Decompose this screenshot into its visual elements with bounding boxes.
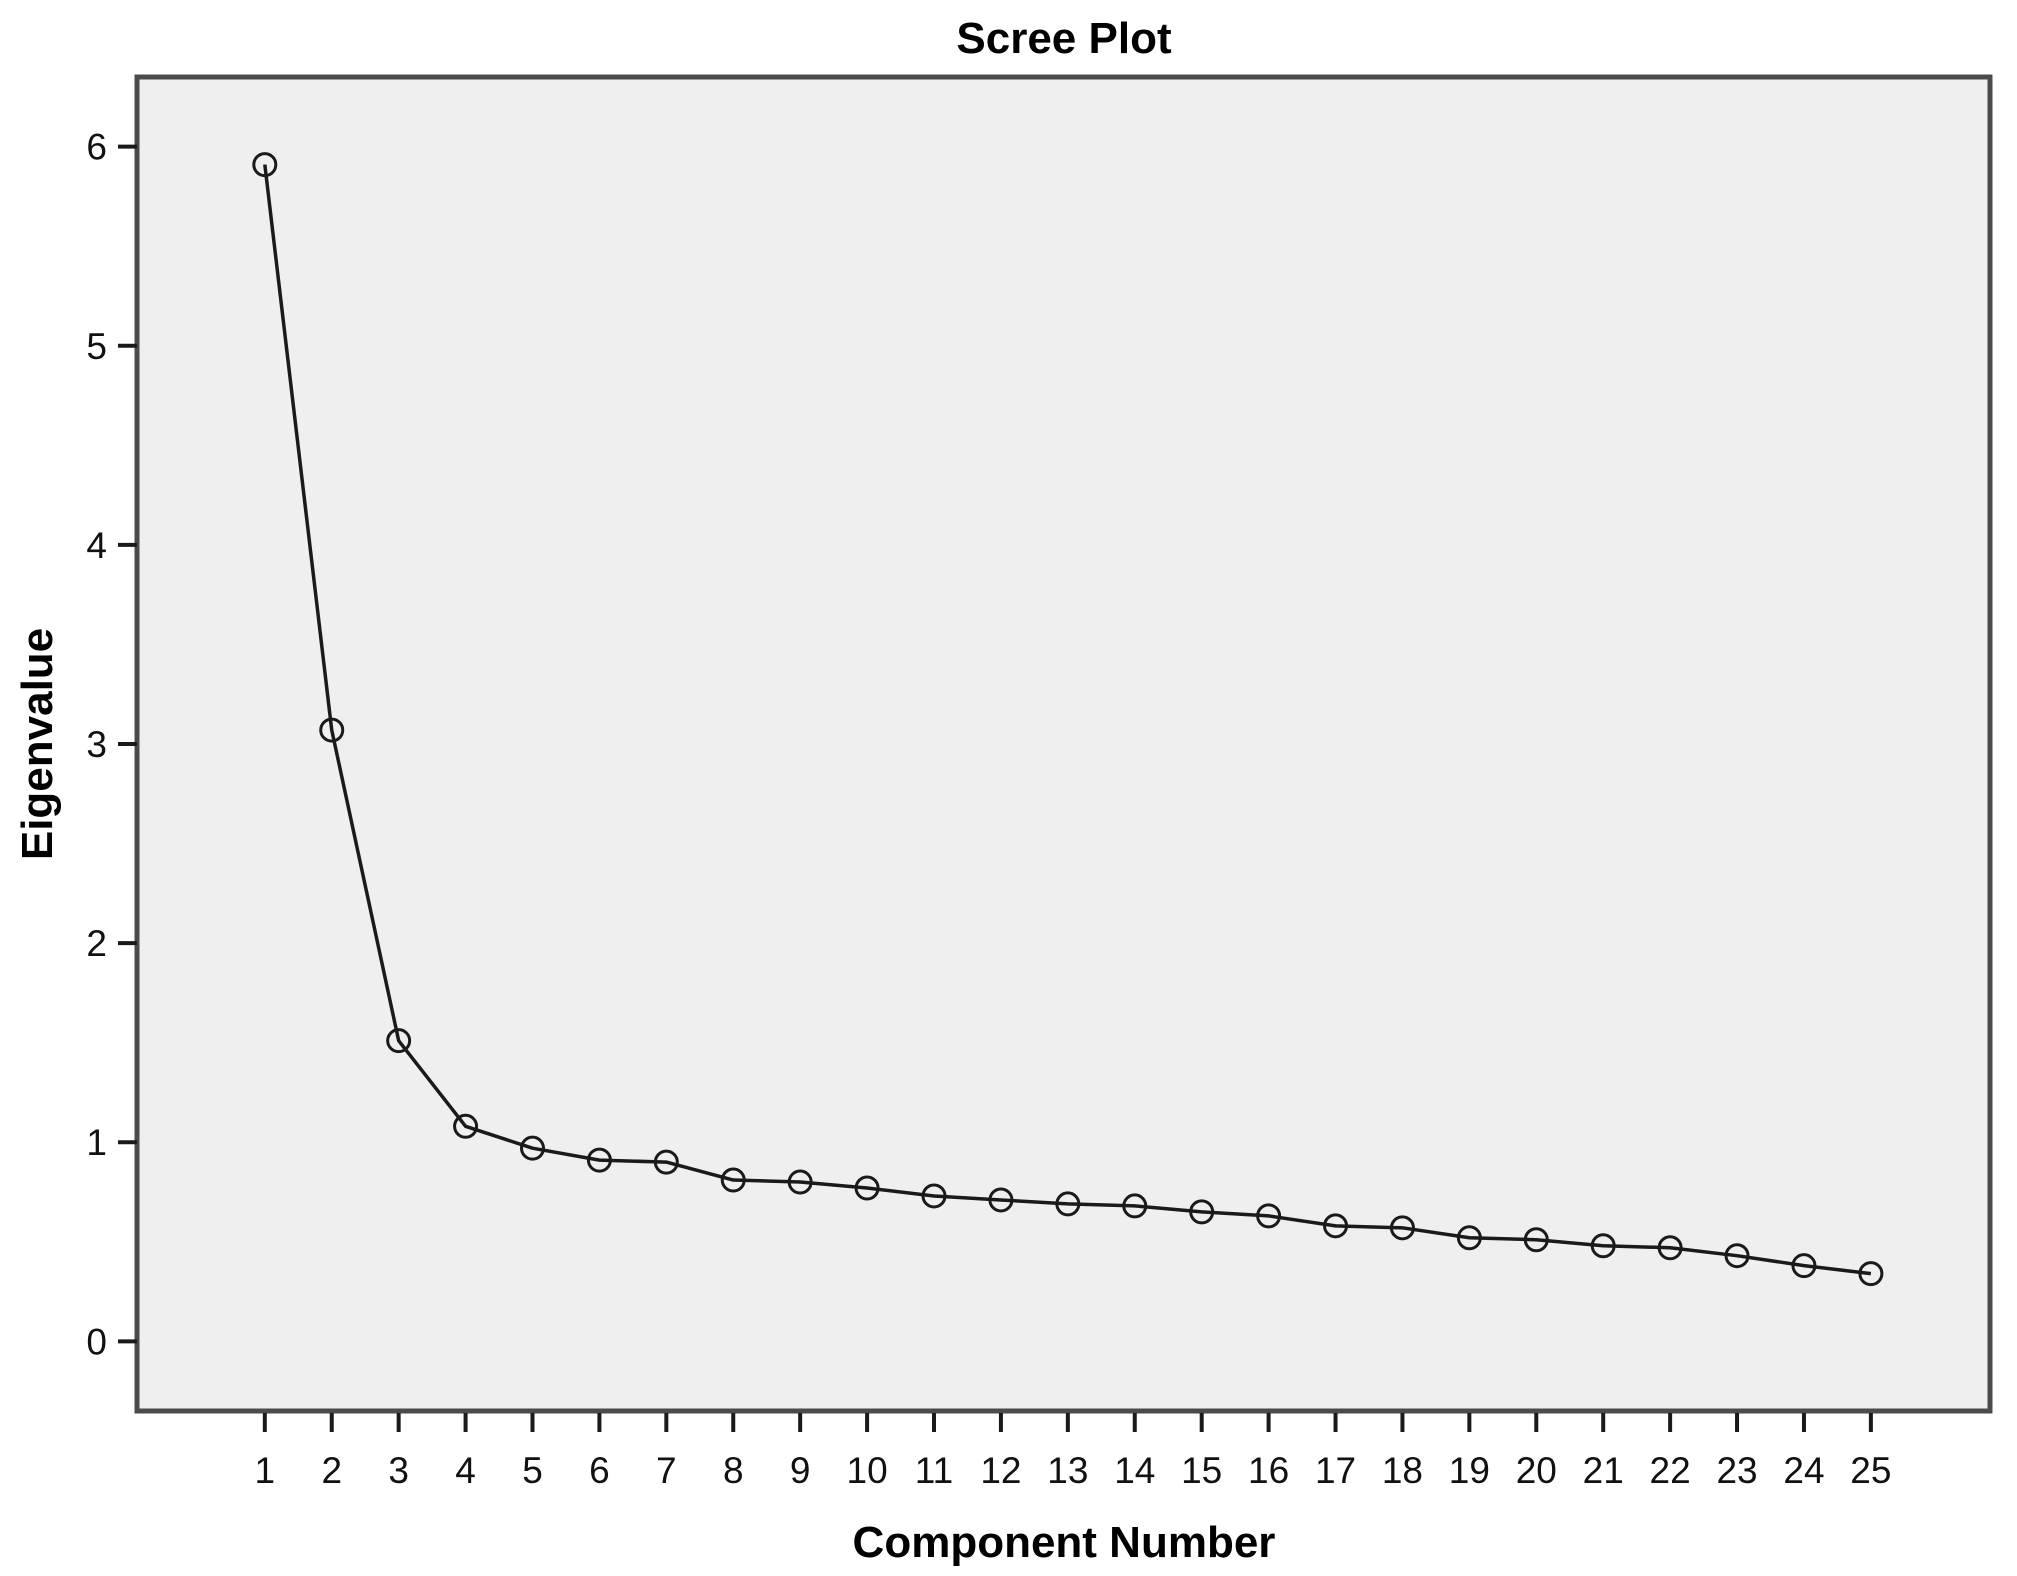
- x-tick-label: 8: [723, 1450, 744, 1491]
- data-point: [787, 1169, 813, 1195]
- x-tick-label: 13: [1047, 1450, 1088, 1491]
- x-tick-label: 20: [1516, 1450, 1557, 1491]
- x-tick-label: 25: [1850, 1450, 1891, 1491]
- data-point: [720, 1167, 746, 1193]
- data-point: [988, 1187, 1014, 1213]
- x-tick-label: 16: [1248, 1450, 1289, 1491]
- data-point: [386, 1028, 412, 1054]
- x-tick-label: 19: [1449, 1450, 1490, 1491]
- data-point: [319, 717, 345, 743]
- x-axis-ticks: 1 2 3 4 5 6 7 8 9 10 11 12 13 14 15 16 17 18 19 20 21 22 23 24 2…: [255, 1413, 1891, 1491]
- eigenvalue-series: [252, 152, 1884, 1287]
- y-axis-title: Eigenvalue: [13, 628, 62, 860]
- y-tick-label: 5: [86, 326, 107, 367]
- data-point: [252, 152, 278, 178]
- data-point: [854, 1175, 880, 1201]
- x-tick-label: 2: [321, 1450, 342, 1491]
- x-tick-label: 14: [1114, 1450, 1155, 1491]
- data-point: [653, 1149, 679, 1175]
- x-tick-label: 6: [589, 1450, 610, 1491]
- data-point: [1858, 1261, 1884, 1287]
- x-tick-label: 18: [1382, 1450, 1423, 1491]
- data-point: [1456, 1225, 1482, 1251]
- x-tick-label: 7: [656, 1450, 677, 1491]
- plot-area: [134, 74, 1993, 1414]
- data-point: [1590, 1233, 1616, 1259]
- x-tick-label: 10: [847, 1450, 888, 1491]
- y-tick-label: 1: [86, 1122, 107, 1163]
- series-line: [263, 164, 1872, 1276]
- y-tick-label: 3: [86, 724, 107, 765]
- data-point: [586, 1147, 612, 1173]
- y-tick-label: 2: [86, 923, 107, 964]
- y-tick-label: 4: [86, 525, 107, 566]
- x-tick-label: 23: [1716, 1450, 1757, 1491]
- x-tick-label: 1: [255, 1450, 276, 1491]
- data-point: [1055, 1191, 1081, 1217]
- data-point: [1523, 1227, 1549, 1253]
- data-point: [1389, 1215, 1415, 1241]
- data-point: [1122, 1193, 1148, 1219]
- data-point: [453, 1113, 479, 1139]
- data-point: [519, 1135, 545, 1161]
- y-tick-label: 0: [86, 1321, 107, 1362]
- data-point: [1657, 1235, 1683, 1261]
- data-point: [1791, 1253, 1817, 1279]
- x-tick-label: 11: [915, 1450, 953, 1491]
- y-tick-label: 6: [86, 127, 107, 168]
- data-point: [921, 1183, 947, 1209]
- x-tick-label: 12: [980, 1450, 1021, 1491]
- x-tick-label: 15: [1181, 1450, 1222, 1491]
- chart-title: Scree Plot: [956, 14, 1172, 63]
- x-axis-title: Component Number: [853, 1518, 1276, 1567]
- x-tick-label: 17: [1315, 1450, 1356, 1491]
- data-point: [1256, 1203, 1282, 1229]
- x-tick-label: 21: [1583, 1450, 1624, 1491]
- data-point: [1323, 1213, 1349, 1239]
- x-tick-label: 5: [522, 1450, 543, 1491]
- x-tick-label: 24: [1783, 1450, 1824, 1491]
- x-tick-label: 3: [388, 1450, 409, 1491]
- data-point: [1724, 1243, 1750, 1269]
- x-tick-label: 4: [455, 1450, 476, 1491]
- x-tick-label: 22: [1650, 1450, 1691, 1491]
- x-tick-label: 9: [790, 1450, 811, 1491]
- data-point: [1189, 1199, 1215, 1225]
- y-axis-ticks: 0 1 2 3 4 5 6: [86, 127, 137, 1362]
